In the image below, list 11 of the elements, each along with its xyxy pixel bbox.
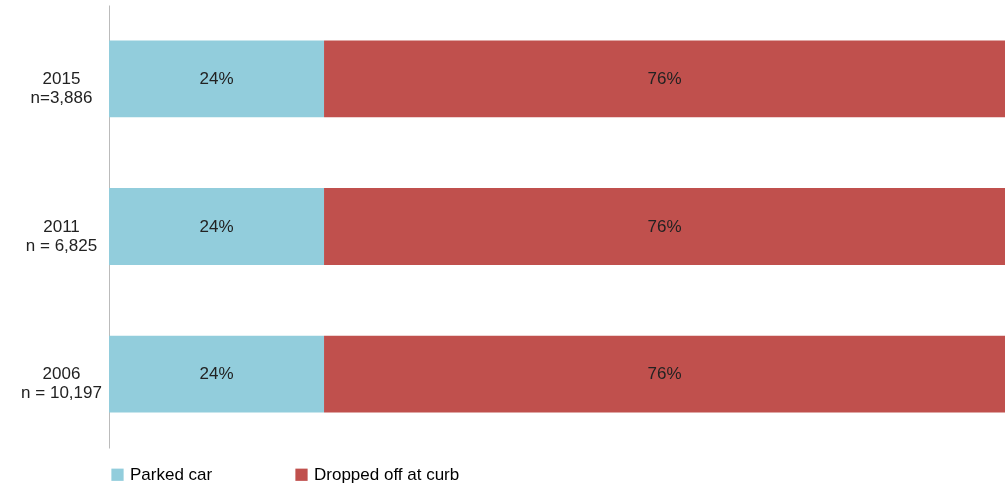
y-tick-label: 2006 n = 10,197 <box>21 364 102 403</box>
y-tick-label: 2015 n=3,886 <box>30 68 93 107</box>
y-tick-label: 2011 n = 6,825 <box>25 216 98 255</box>
legend-label: Parked car <box>130 464 213 484</box>
data-label: 76% <box>647 216 682 236</box>
data-label: 24% <box>199 68 234 88</box>
legend-label: Dropped off at curb <box>314 464 460 484</box>
data-label: 76% <box>647 364 682 384</box>
data-label: 24% <box>199 364 234 384</box>
data-label: 24% <box>199 216 234 236</box>
data-label: 76% <box>647 68 682 88</box>
